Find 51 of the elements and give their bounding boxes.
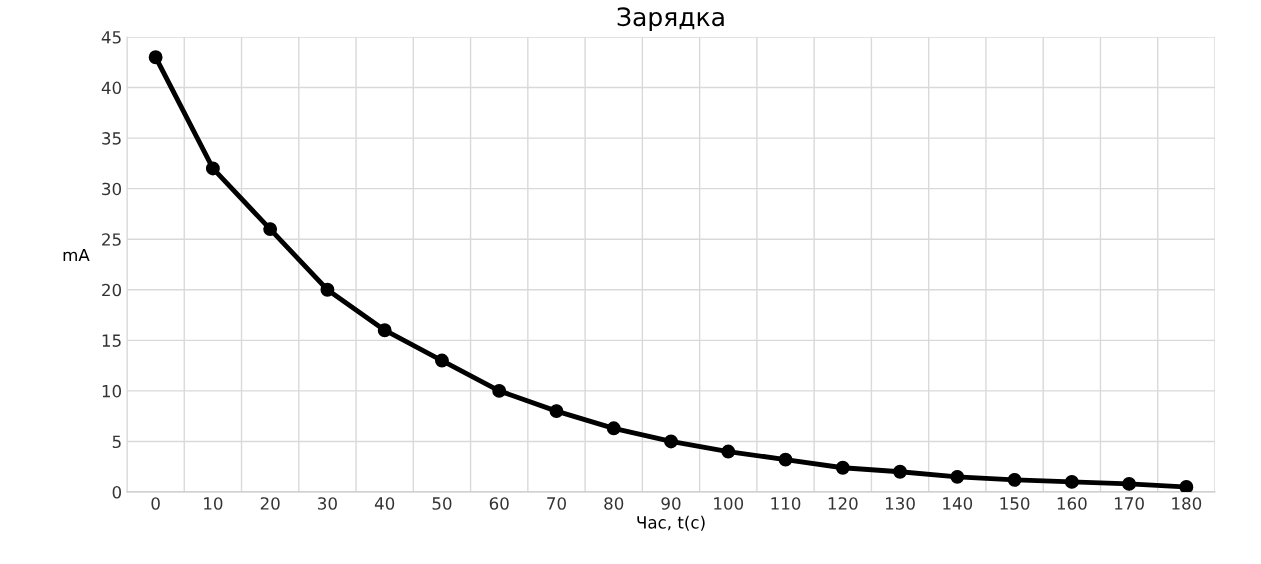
x-tick-label: 120 (828, 497, 858, 510)
y-tick-label: 30 (102, 182, 122, 196)
y-tick-label: 25 (102, 233, 121, 246)
x-tick-label: 10 (204, 497, 223, 510)
x-tick-label: 90 (661, 497, 681, 510)
x-tick-label: 100 (714, 497, 744, 510)
x-tick-label: 80 (604, 497, 624, 510)
x-tick-label: 180 (1172, 497, 1202, 510)
point (1179, 479, 1194, 492)
x-tick-label: 40 (374, 497, 395, 510)
y-tick-label: 45 (101, 31, 121, 44)
x-tick-label: 30 (318, 497, 337, 510)
point (263, 222, 278, 237)
x-tick-label: 130 (885, 497, 915, 510)
point (205, 161, 220, 176)
x-tick-label: 20 (260, 497, 280, 510)
y-tick-label: 20 (102, 283, 122, 297)
x-tick-label: 150 (1000, 497, 1030, 510)
point (721, 444, 736, 459)
point (377, 323, 392, 338)
point (664, 434, 678, 449)
chart-title: Зарядка (617, 7, 724, 32)
point (1064, 474, 1079, 489)
x-tick-label: 50 (432, 497, 452, 510)
y-tick-label: 15 (102, 334, 121, 347)
y-tick-label: 40 (101, 81, 122, 95)
x-tick-label: 60 (489, 497, 509, 510)
point (549, 404, 564, 419)
y-tick-label: 35 (102, 132, 121, 145)
point (950, 469, 965, 484)
x-tick-label: 0 (151, 497, 160, 510)
x-tick-label: 140 (943, 497, 973, 510)
point (492, 383, 507, 398)
point (1122, 476, 1137, 491)
x-tick-label: 160 (1057, 497, 1087, 510)
y-axis-title: mA (63, 248, 90, 262)
point (1007, 472, 1022, 487)
point (778, 452, 793, 467)
point (606, 421, 621, 436)
point (435, 353, 449, 368)
point (835, 460, 850, 475)
point (148, 50, 163, 65)
x-axis-title: Час, t(c) (637, 515, 705, 531)
y-tick-label: 0 (112, 485, 122, 499)
point (893, 464, 907, 479)
y-tick-label: 10 (102, 384, 122, 398)
x-tick-label: 70 (547, 497, 566, 510)
x-tick-label: 170 (1115, 497, 1144, 510)
point (320, 282, 335, 297)
y-tick-label: 5 (112, 435, 121, 449)
x-tick-label: 110 (771, 497, 801, 510)
